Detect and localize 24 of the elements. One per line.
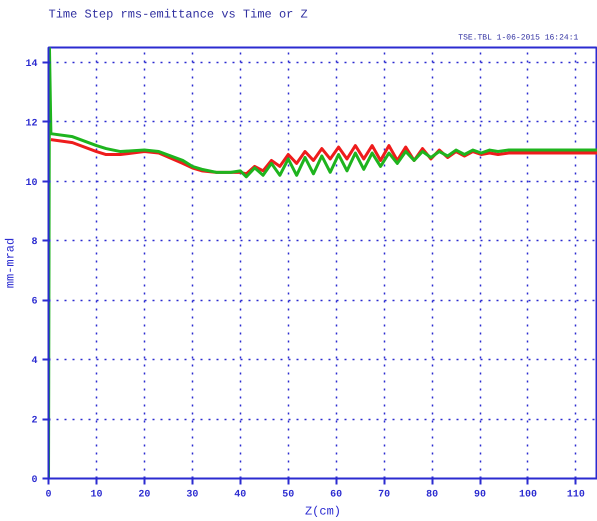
chart-title: Time Step rms-emittance vs Time or Z (48, 8, 308, 22)
y-axis-title: mm-mrad (4, 238, 18, 288)
x-tick-label: 60 (330, 490, 342, 500)
text: TSE.TBL 1-06-2015 16:24:1 (458, 34, 578, 42)
x-tick-label: 10 (90, 490, 102, 500)
y-tick-label: 4 (32, 356, 38, 368)
x-tick-label: 50 (282, 490, 294, 500)
y-tick-label: 2 (32, 416, 38, 427)
y-tick-label: 12 (26, 118, 38, 130)
x-tick-label: 110 (566, 490, 585, 500)
x-tick-label: 30 (186, 490, 198, 500)
x-tick-label: 20 (138, 490, 150, 500)
x-tick-label: 0 (46, 490, 52, 500)
x-tick-label: 80 (426, 490, 438, 500)
x-tick-label: 100 (518, 490, 537, 500)
x-tick-label: 70 (378, 490, 390, 500)
x-axis-title: Z(cm) (304, 504, 342, 518)
x-tick-label: 40 (234, 490, 246, 500)
y-tick-label: 0 (32, 475, 38, 486)
y-tick-label: 8 (32, 237, 38, 248)
x-tick-label: 90 (474, 490, 486, 500)
y-tick-label: 10 (26, 178, 38, 189)
y-tick-label: 6 (32, 296, 38, 308)
y-tick-label: 14 (26, 58, 38, 70)
